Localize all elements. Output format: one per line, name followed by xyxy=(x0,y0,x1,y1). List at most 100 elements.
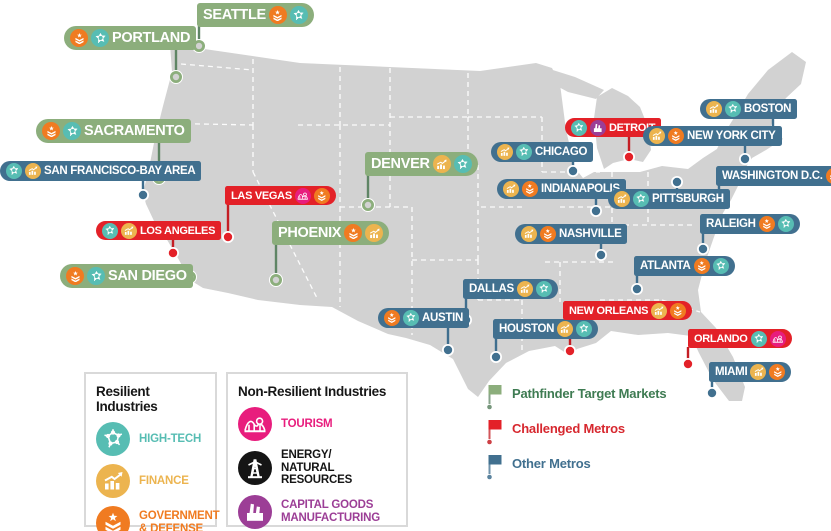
city-name: NEW ORLEANS xyxy=(569,304,649,317)
map-pin-phoenix xyxy=(269,273,282,286)
finance-icon xyxy=(497,144,513,160)
city-label-chicago: CHICAGO xyxy=(491,142,594,162)
legend-item-energy: ENERGY/ NATURAL RESOURCES xyxy=(238,449,396,487)
finance-icon xyxy=(25,163,41,179)
city-label-san-diego: SAN DIEGO xyxy=(60,264,193,288)
pathfinder-flag-icon xyxy=(487,384,503,415)
city-name: INDIANAPOLIS xyxy=(541,183,620,195)
metro-legend-item-other: Other Metros xyxy=(487,454,666,480)
city-label-atlanta: ATLANTA xyxy=(634,256,735,276)
finance-icon xyxy=(649,128,665,144)
map-pin-houston xyxy=(491,352,501,362)
legend-item-label: CAPITAL GOODS MANUFACTURING xyxy=(281,499,380,524)
city-label-indianapolis: INDIANAPOLIS xyxy=(497,179,626,199)
energy-icon xyxy=(238,450,272,485)
legend-item-label: ENERGY/ NATURAL RESOURCES xyxy=(281,449,353,487)
city-label-dallas: DALLAS xyxy=(463,279,558,299)
city-label-new-york-city: NEW YORK CITY xyxy=(643,126,782,146)
high-tech-icon xyxy=(96,422,130,456)
legend-item-tourism: TOURISM xyxy=(238,407,396,441)
city-label-austin: AUSTIN xyxy=(378,308,470,328)
government-defense-icon xyxy=(42,122,60,140)
city-name: ORLANDO xyxy=(694,332,748,345)
city-name: LAS VEGAS xyxy=(231,189,292,202)
map-pin-new-york-city xyxy=(740,154,750,164)
capital-goods-icon xyxy=(238,494,272,529)
finance-icon xyxy=(432,155,451,173)
legend-item-label: FINANCE xyxy=(139,474,189,487)
city-label-raleigh: RALEIGH xyxy=(700,214,800,234)
government-defense-icon xyxy=(670,302,687,319)
government-defense-icon xyxy=(313,187,330,204)
map-pin-raleigh xyxy=(698,244,708,254)
resilient-legend-title: Resilient Industries xyxy=(96,384,158,414)
tourism-icon xyxy=(294,187,311,204)
city-label-new-orleans: NEW ORLEANS xyxy=(563,301,693,320)
other-flag-icon xyxy=(487,454,503,485)
tourism-icon xyxy=(238,407,272,441)
city-label-orlando: ORLANDO xyxy=(688,329,792,348)
city-name: DENVER xyxy=(371,156,430,172)
resilient-industries-legend: Resilient Industries HIGH-TECH FINANCE GOV… xyxy=(84,372,220,531)
city-name: AUSTIN xyxy=(422,312,464,324)
city-name: SAN FRANCISCO-BAY AREA xyxy=(44,165,196,177)
legend-item-government-defense: GOVERNMENT & DEFENSE xyxy=(96,506,220,531)
government-defense-icon xyxy=(96,506,130,531)
metro-type-legend: Pathfinder Target Markets Challenged Metr… xyxy=(487,384,667,489)
high-tech-icon xyxy=(516,144,532,160)
government-defense-icon xyxy=(268,6,287,24)
city-name: SACRAMENTO xyxy=(84,123,185,139)
high-tech-icon xyxy=(289,6,308,24)
city-label-las-vegas: LAS VEGAS xyxy=(225,186,336,205)
government-defense-icon xyxy=(344,224,363,242)
city-name: PITTSBURGH xyxy=(652,193,724,205)
map-pin-las-vegas xyxy=(223,232,233,242)
high-tech-icon xyxy=(63,122,81,140)
legend-item-finance: FINANCE xyxy=(96,464,205,498)
government-defense-icon xyxy=(70,29,88,47)
non-resilient-legend-title: Non-Resilient Industries xyxy=(238,384,387,399)
legend-item-capital-goods: CAPITAL GOODS MANUFACTURING xyxy=(238,494,396,529)
government-defense-icon xyxy=(540,226,556,242)
finance-icon xyxy=(706,101,722,117)
finance-icon xyxy=(750,364,767,380)
city-name: RALEIGH xyxy=(706,218,756,230)
map-pin-portland xyxy=(169,71,182,84)
map-pin-nashville xyxy=(596,250,606,260)
city-name: CHICAGO xyxy=(535,146,588,158)
high-tech-icon xyxy=(750,330,767,347)
map-pin-los-angeles xyxy=(168,248,178,258)
city-name: ATLANTA xyxy=(640,260,691,272)
government-defense-icon xyxy=(522,181,538,197)
legend-item-high-tech: HIGH-TECH xyxy=(96,422,205,456)
finance-icon xyxy=(96,464,130,498)
map-pin-orlando xyxy=(683,359,693,369)
city-label-pittsburgh: PITTSBURGH xyxy=(608,189,730,209)
city-name: LOS ANGELES xyxy=(140,224,216,237)
city-label-boston: BOSTON xyxy=(700,99,798,119)
city-name: SEATTLE xyxy=(203,7,266,23)
city-name: NASHVILLE xyxy=(559,228,622,240)
map-pin-new-orleans xyxy=(565,346,575,356)
high-tech-icon xyxy=(571,119,587,136)
high-tech-icon xyxy=(633,191,649,207)
high-tech-icon xyxy=(102,222,118,239)
tourism-icon xyxy=(769,330,786,347)
legend-item-label: HIGH-TECH xyxy=(139,432,202,445)
legend-item-label: GOVERNMENT & DEFENSE xyxy=(139,510,220,531)
map-pin-austin xyxy=(443,345,453,355)
finance-icon xyxy=(651,302,668,319)
government-defense-icon xyxy=(693,258,710,274)
government-defense-icon xyxy=(668,128,684,144)
high-tech-icon xyxy=(725,101,741,117)
map-pin-atlanta xyxy=(632,284,642,294)
city-name: BOSTON xyxy=(744,103,792,115)
high-tech-icon xyxy=(91,29,109,47)
metro-legend-label: Challenged Metros xyxy=(512,421,625,436)
finance-icon xyxy=(614,191,630,207)
city-label-phoenix: PHOENIX xyxy=(272,221,390,245)
metro-legend-label: Other Metros xyxy=(512,456,591,471)
government-defense-icon xyxy=(758,216,775,232)
government-defense-icon xyxy=(66,267,84,285)
